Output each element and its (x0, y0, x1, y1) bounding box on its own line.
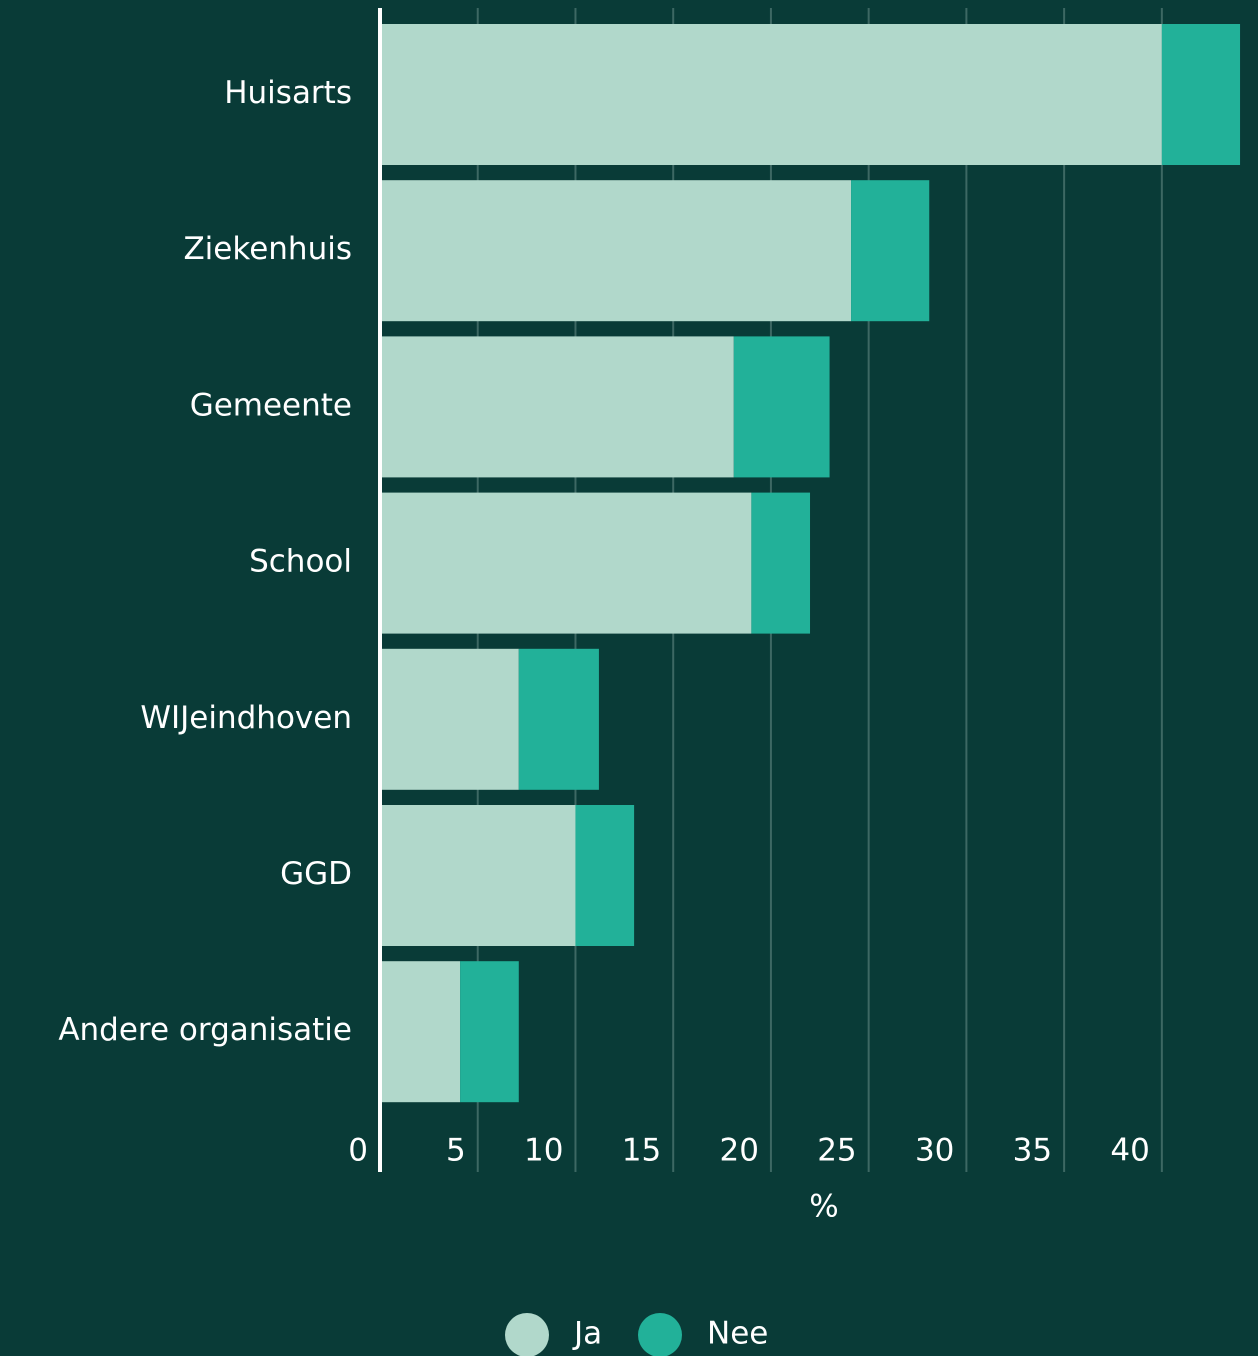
bar-segment (380, 492, 752, 634)
y-tick-label: Huisarts (224, 75, 352, 111)
x-tick-label: 20 (719, 1133, 758, 1169)
legend-swatch (638, 1313, 682, 1356)
bar-segment (575, 805, 635, 946)
bar-segment (733, 336, 830, 478)
bar-segment (380, 180, 852, 322)
bar-segment (518, 648, 599, 790)
bar-segment (380, 648, 519, 790)
y-tick-label: Andere organisatie (58, 1012, 352, 1048)
legend-label: Ja (572, 1316, 602, 1352)
x-axis-label: % (809, 1189, 838, 1225)
y-tick-label: WIJeindhoven (140, 700, 352, 736)
x-tick-label: 40 (1110, 1133, 1149, 1169)
y-tick-label: School (249, 544, 352, 580)
bar-segment (460, 961, 519, 1103)
bar-segment (1161, 24, 1241, 165)
y-tick-label: GGD (280, 856, 352, 892)
y-tick-label: Gemeente (190, 387, 352, 423)
y-tick-label: Ziekenhuis (183, 231, 352, 267)
bar-segment (380, 805, 576, 946)
legend-swatch (505, 1313, 549, 1356)
bar-segment (851, 180, 930, 322)
x-tick-label: 35 (1013, 1133, 1052, 1169)
legend-label: Nee (707, 1316, 768, 1352)
x-tick-label: 5 (446, 1133, 466, 1169)
bar-segment (380, 961, 461, 1103)
bar-segment (751, 492, 811, 634)
x-tick-label: 0 (348, 1133, 368, 1169)
x-tick-label: 30 (915, 1133, 954, 1169)
x-tick-label: 25 (817, 1133, 856, 1169)
bar-segment (380, 24, 1162, 165)
bar-segment (380, 336, 734, 478)
x-tick-label: 15 (622, 1133, 661, 1169)
x-tick-label: 10 (524, 1133, 563, 1169)
